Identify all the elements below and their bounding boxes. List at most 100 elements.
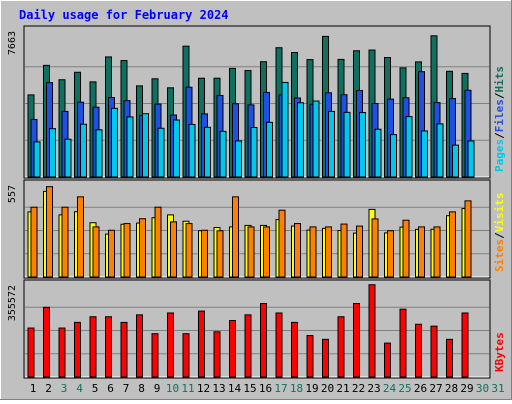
day-label-16: 16 xyxy=(259,382,272,395)
day-label-18: 18 xyxy=(290,382,303,395)
bar-kbytes-28 xyxy=(446,338,453,378)
bar-sites-12 xyxy=(201,229,208,278)
bar-pages-4 xyxy=(80,123,87,178)
axis-max-label: 355572 xyxy=(7,285,18,321)
bar-pages-28 xyxy=(452,144,459,178)
bar-kbytes-21 xyxy=(337,316,345,378)
bar-sites-15 xyxy=(247,226,255,278)
legend-label: Sites/Visits xyxy=(493,193,506,273)
bar-sites-11 xyxy=(185,223,193,278)
day-label-22: 22 xyxy=(352,382,365,395)
bar-sites-24 xyxy=(387,230,394,278)
bar-sites-9 xyxy=(154,206,162,278)
bar-kbytes-24 xyxy=(384,342,391,378)
day-label-20: 20 xyxy=(321,382,334,395)
bar-kbytes-3 xyxy=(58,327,66,378)
bar-kbytes-13 xyxy=(213,331,221,378)
bar-sites-28 xyxy=(449,211,456,278)
day-label-15: 15 xyxy=(243,382,256,395)
bar-kbytes-15 xyxy=(244,314,252,378)
day-label-11: 11 xyxy=(181,382,194,395)
bar-kbytes-14 xyxy=(229,320,236,378)
day-label-10: 10 xyxy=(166,382,179,395)
day-label-30: 30 xyxy=(476,382,489,395)
bar-pages-5 xyxy=(95,129,103,178)
bar-pages-12 xyxy=(204,126,211,178)
bar-kbytes-9 xyxy=(151,333,159,378)
day-label-27: 27 xyxy=(429,382,442,395)
bar-pages-10 xyxy=(173,119,180,178)
bar-kbytes-26 xyxy=(415,323,422,378)
bar-kbytes-19 xyxy=(306,335,314,378)
day-label-24: 24 xyxy=(383,382,397,395)
legend-files: Files xyxy=(493,99,506,132)
legend-separator: / xyxy=(493,92,506,99)
bar-kbytes-27 xyxy=(430,325,438,378)
bar-sites-13 xyxy=(216,230,224,278)
bar-pages-6 xyxy=(111,107,118,178)
axis-max-label: 7663 xyxy=(7,31,18,55)
bar-pages-17 xyxy=(281,81,289,178)
bar-sites-26 xyxy=(418,226,425,278)
day-labels: 1 2 3 4 5 6 7 8 9 10 11 12 13 14 15 16 17 18 19 20 21 22 23 24 2… xyxy=(30,382,505,395)
bar-sites-25 xyxy=(402,219,410,278)
bar-kbytes-2 xyxy=(43,306,50,378)
bar-kbytes-6 xyxy=(105,316,112,378)
chart-title: Daily usage for February 2024 xyxy=(19,8,229,22)
bar-pages-26 xyxy=(421,130,428,178)
bar-pages-25 xyxy=(405,116,413,178)
bar-pages-2 xyxy=(49,128,56,178)
day-label-14: 14 xyxy=(228,382,242,395)
bar-pages-19 xyxy=(312,100,320,178)
day-label-28: 28 xyxy=(445,382,458,395)
day-label-26: 26 xyxy=(414,382,427,395)
bar-sites-22 xyxy=(356,225,363,278)
bar-sites-27 xyxy=(433,226,441,278)
bar-pages-8 xyxy=(142,113,149,178)
bar-pages-20 xyxy=(328,110,335,178)
bar-pages-14 xyxy=(235,140,242,178)
bar-kbytes-5 xyxy=(89,316,97,378)
day-label-31: 31 xyxy=(491,382,504,395)
day-label-5: 5 xyxy=(92,382,99,395)
bar-pages-21 xyxy=(343,111,351,178)
day-label-13: 13 xyxy=(212,382,225,395)
day-label-25: 25 xyxy=(398,382,411,395)
panel-3: 355572 KBytes xyxy=(7,279,506,379)
bar-pages-23 xyxy=(374,128,382,178)
panel-2: 557 Sites/Visits xyxy=(7,179,506,279)
legend-pages: Pages xyxy=(493,139,506,172)
legend-separator: / xyxy=(493,232,506,239)
legend-kbytes: KBytes xyxy=(493,332,506,372)
bar-kbytes-29 xyxy=(461,312,469,378)
bar-sites-3 xyxy=(61,206,69,278)
day-label-29: 29 xyxy=(460,382,473,395)
bar-sites-6 xyxy=(108,229,115,278)
bar-pages-7 xyxy=(126,116,134,178)
bar-sites-7 xyxy=(123,223,131,278)
bar-kbytes-17 xyxy=(275,312,283,378)
bar-sites-4 xyxy=(77,196,84,278)
bar-kbytes-8 xyxy=(136,314,143,378)
bar-pages-16 xyxy=(266,121,273,178)
bar-kbytes-16 xyxy=(260,303,267,378)
day-label-19: 19 xyxy=(305,382,318,395)
bar-sites-10 xyxy=(170,221,177,278)
bar-sites-17 xyxy=(278,209,286,278)
bar-sites-18 xyxy=(294,223,301,278)
plot-area xyxy=(23,279,491,379)
day-label-1: 1 xyxy=(30,382,37,395)
bar-pages-27 xyxy=(436,123,444,178)
bar-sites-21 xyxy=(340,223,348,278)
day-label-8: 8 xyxy=(138,382,145,395)
bar-sites-1 xyxy=(30,206,38,278)
bar-kbytes-4 xyxy=(74,321,81,378)
day-label-2: 2 xyxy=(45,382,52,395)
day-label-7: 7 xyxy=(123,382,130,395)
bar-sites-2 xyxy=(46,186,53,278)
axis-max-label: 557 xyxy=(7,185,18,203)
bar-sites-23 xyxy=(371,218,379,278)
